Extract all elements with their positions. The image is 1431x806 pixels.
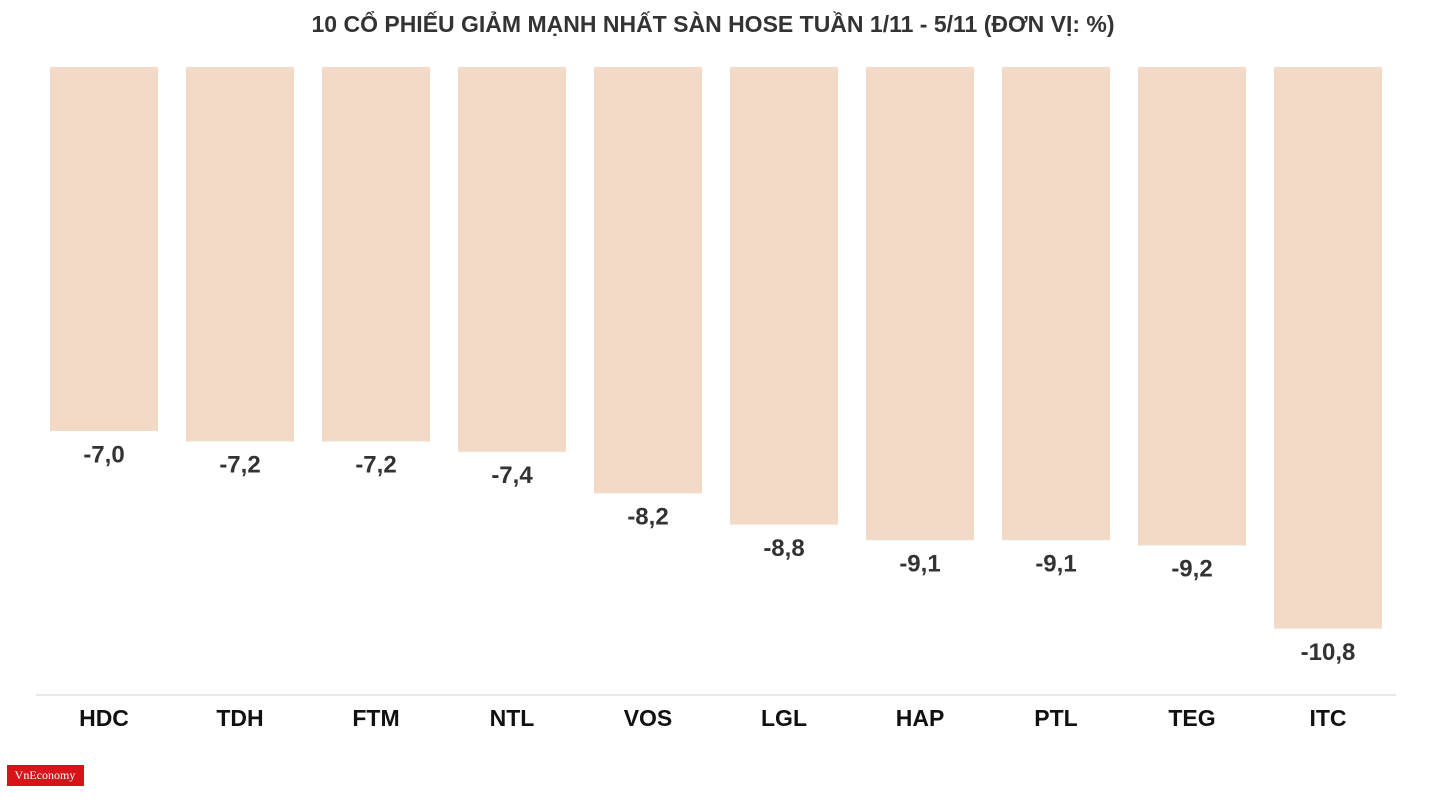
x-tick-label: ITC	[1309, 705, 1346, 731]
bar	[866, 67, 974, 541]
x-tick-label: PTL	[1034, 705, 1077, 731]
value-label: -9,1	[1035, 551, 1076, 578]
bar	[322, 67, 430, 442]
x-tick-label: LGL	[761, 705, 807, 731]
value-label: -7,2	[219, 452, 260, 479]
value-label: -9,2	[1171, 556, 1212, 583]
bar	[730, 67, 838, 525]
value-label: -8,8	[763, 535, 804, 562]
value-label: -7,2	[355, 452, 396, 479]
bar	[186, 67, 294, 442]
x-tick-label: FTM	[352, 705, 399, 731]
bar	[50, 67, 158, 431]
x-tick-label: HDC	[79, 705, 129, 731]
bar	[594, 67, 702, 494]
x-tick-label: VOS	[624, 705, 673, 731]
bar	[458, 67, 566, 452]
x-tick-label: NTL	[490, 705, 535, 731]
x-tick-label: TEG	[1168, 705, 1215, 731]
value-label: -7,0	[83, 441, 124, 468]
value-label: -10,8	[1301, 639, 1356, 666]
logo-box	[7, 765, 84, 786]
chart-title: 10 CỔ PHIẾU GIẢM MẠNH NHẤT SÀN HOSE TUẦN…	[311, 9, 1114, 37]
x-tick-label: TDH	[216, 705, 263, 731]
value-label: -9,1	[899, 551, 940, 578]
bar	[1002, 67, 1110, 541]
bar	[1274, 67, 1382, 629]
logo: VnEconomy	[15, 768, 76, 782]
value-label: -7,4	[491, 462, 533, 489]
bar	[1138, 67, 1246, 546]
value-label: -8,2	[627, 504, 668, 531]
x-tick-label: HAP	[896, 705, 945, 731]
